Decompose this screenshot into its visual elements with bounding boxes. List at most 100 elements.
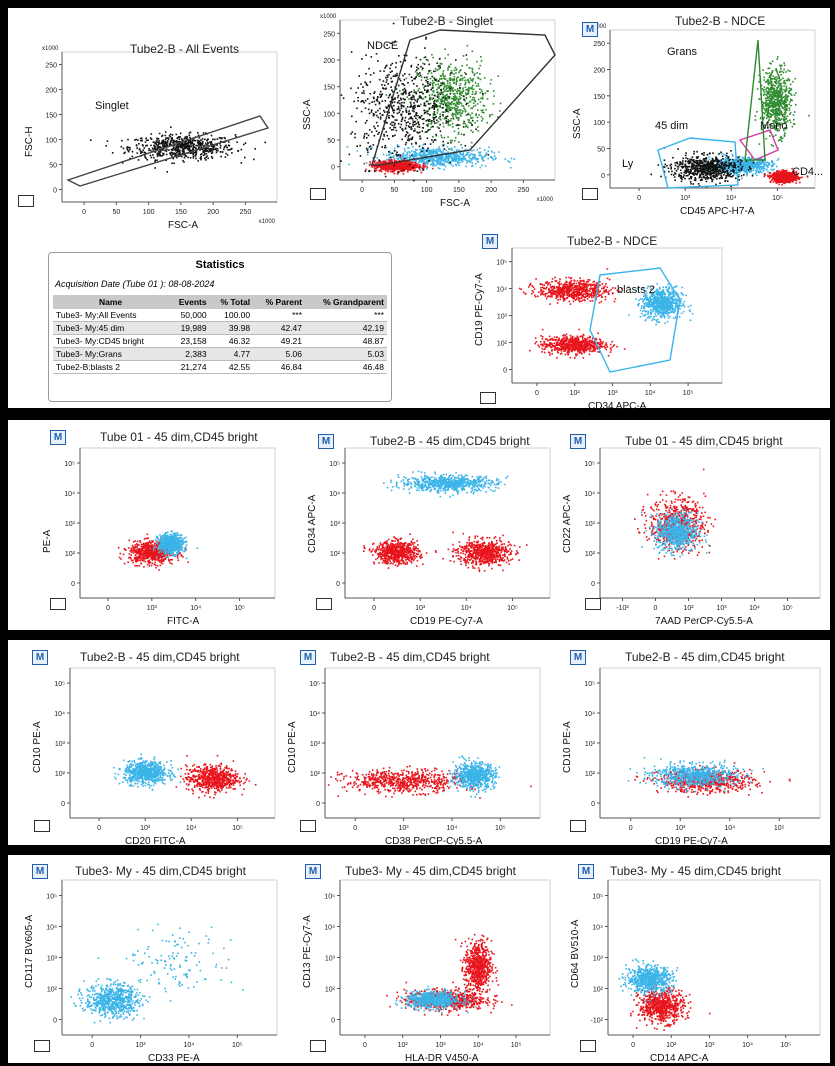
event-point: [492, 90, 495, 92]
event-point: [777, 119, 780, 122]
event-point: [211, 150, 214, 152]
event-point: [156, 139, 159, 141]
event-point: [424, 154, 427, 157]
event-point: [772, 88, 775, 90]
event-point: [467, 159, 470, 162]
event-point: [216, 138, 219, 140]
event-point: [767, 114, 769, 117]
event-point: [466, 44, 469, 47]
event-point: [381, 146, 383, 148]
event-point: [150, 149, 152, 152]
event-point: [372, 96, 375, 99]
event-point: [467, 92, 470, 94]
event-point: [752, 169, 754, 172]
event-point: [390, 86, 392, 88]
event-point: [373, 113, 376, 116]
event-point: [446, 79, 448, 82]
event-point: [398, 99, 400, 102]
event-point: [789, 112, 792, 114]
event-point: [189, 140, 191, 143]
event-point: [725, 154, 727, 157]
event-point: [438, 68, 440, 71]
event-point: [444, 98, 446, 100]
event-point: [767, 90, 769, 93]
event-point: [768, 115, 770, 118]
event-point: [783, 85, 785, 87]
event-point: [776, 108, 778, 110]
event-point: [207, 147, 210, 150]
event-point: [451, 101, 453, 103]
event-point: [728, 171, 731, 174]
event-point: [200, 153, 202, 156]
event-point: [473, 74, 476, 77]
event-point: [785, 93, 787, 96]
event-point: [746, 157, 749, 159]
event-point: [372, 114, 375, 117]
event-point: [785, 85, 788, 88]
event-point: [419, 153, 421, 155]
event-point: [409, 165, 411, 168]
event-point: [225, 144, 227, 147]
event-point: [453, 106, 456, 109]
event-point: [794, 177, 796, 180]
event-point: [763, 107, 765, 110]
event-point: [149, 154, 152, 157]
event-point: [407, 137, 410, 139]
event-point: [756, 174, 758, 177]
event-point: [785, 97, 788, 100]
event-point: [766, 97, 769, 99]
event-point: [456, 109, 459, 112]
event-point: [205, 150, 208, 152]
event-point: [783, 68, 785, 71]
event-point: [407, 135, 410, 137]
event-point: [756, 162, 758, 164]
event-point: [760, 171, 763, 174]
event-point: [769, 93, 771, 95]
event-point: [497, 116, 499, 118]
event-point: [415, 117, 417, 119]
event-point: [767, 78, 769, 81]
event-point: [770, 110, 773, 113]
event-point: [446, 108, 449, 111]
event-point: [432, 105, 434, 107]
event-point: [438, 155, 440, 157]
event-point: [431, 53, 433, 56]
event-point: [762, 170, 765, 172]
event-point: [775, 82, 777, 85]
event-point: [458, 98, 461, 101]
event-point: [435, 116, 437, 118]
event-point: [387, 170, 390, 172]
event-point: [383, 70, 385, 72]
event-point: [781, 97, 784, 99]
event-point: [758, 167, 760, 169]
event-point: [763, 164, 766, 166]
event-point: [184, 137, 187, 140]
event-point: [454, 99, 456, 101]
event-point: [446, 154, 448, 157]
event-point: [164, 134, 167, 137]
event-point: [403, 148, 406, 150]
event-point: [390, 77, 392, 80]
event-point: [750, 158, 752, 160]
event-point: [408, 169, 411, 171]
event-point: [366, 119, 368, 122]
event-point: [405, 141, 408, 144]
event-point: [363, 135, 366, 137]
event-point: [216, 147, 219, 150]
event-point: [443, 101, 446, 104]
event-point: [788, 107, 791, 109]
event-point: [486, 121, 488, 124]
event-point: [504, 158, 506, 160]
event-point: [394, 165, 396, 168]
event-point: [350, 87, 352, 90]
event-point: [223, 148, 225, 151]
event-point: [785, 87, 788, 89]
event-point: [769, 106, 772, 108]
event-point: [162, 139, 165, 141]
event-point: [408, 139, 410, 142]
event-point: [448, 120, 451, 122]
event-point: [348, 153, 351, 156]
event-point: [455, 153, 458, 155]
event-point: [399, 164, 402, 166]
event-point: [434, 102, 436, 105]
